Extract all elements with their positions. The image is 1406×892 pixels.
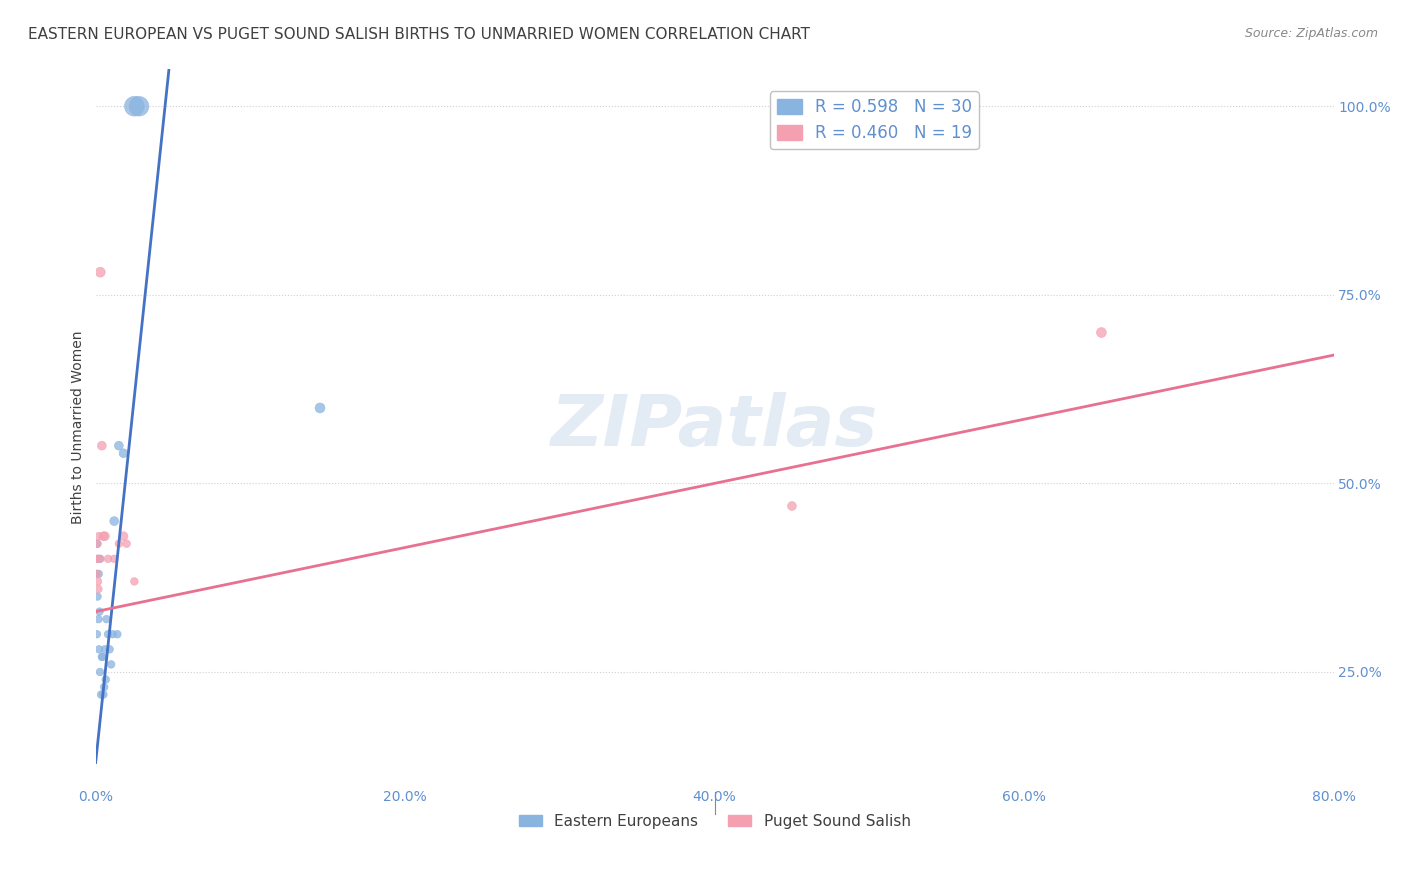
Point <box>86 551 108 566</box>
Point <box>780 499 803 513</box>
Point <box>90 649 112 664</box>
Point <box>87 582 110 596</box>
Point <box>103 514 125 528</box>
Point <box>112 446 135 460</box>
Point <box>96 612 118 626</box>
Point <box>86 537 108 551</box>
Point <box>112 529 135 543</box>
Point <box>101 627 124 641</box>
Y-axis label: Births to Unmarried Women: Births to Unmarried Women <box>72 330 86 524</box>
Point <box>98 642 121 657</box>
Point <box>93 680 115 694</box>
Point <box>89 605 111 619</box>
Point <box>94 642 117 657</box>
Point <box>90 439 112 453</box>
Point <box>97 551 120 566</box>
Point <box>103 551 125 566</box>
Point <box>108 439 131 453</box>
Point <box>94 529 117 543</box>
Point <box>93 529 115 543</box>
Point <box>309 401 332 415</box>
Point <box>115 537 138 551</box>
Point <box>1090 326 1112 340</box>
Point <box>87 574 110 589</box>
Point <box>124 574 146 589</box>
Point <box>128 99 150 113</box>
Point <box>87 642 110 657</box>
Point <box>86 566 108 581</box>
Point <box>124 99 146 113</box>
Text: ZIPatlas: ZIPatlas <box>551 392 879 461</box>
Legend: Eastern Europeans, Puget Sound Salish: Eastern Europeans, Puget Sound Salish <box>513 807 917 835</box>
Point <box>100 657 122 672</box>
Point <box>97 627 120 641</box>
Point <box>90 688 112 702</box>
Point <box>91 649 114 664</box>
Point <box>86 627 108 641</box>
Point <box>87 529 110 543</box>
Point <box>89 551 111 566</box>
Text: Source: ZipAtlas.com: Source: ZipAtlas.com <box>1244 27 1378 40</box>
Point <box>87 612 110 626</box>
Point <box>105 627 128 641</box>
Point <box>108 537 131 551</box>
Point <box>89 265 111 279</box>
Point <box>87 551 110 566</box>
Point <box>86 537 108 551</box>
Point <box>86 566 108 581</box>
Point <box>87 566 110 581</box>
Point <box>86 590 108 604</box>
Point <box>89 551 111 566</box>
Point <box>89 665 111 679</box>
Point <box>93 688 115 702</box>
Text: EASTERN EUROPEAN VS PUGET SOUND SALISH BIRTHS TO UNMARRIED WOMEN CORRELATION CHA: EASTERN EUROPEAN VS PUGET SOUND SALISH B… <box>28 27 810 42</box>
Point <box>94 673 117 687</box>
